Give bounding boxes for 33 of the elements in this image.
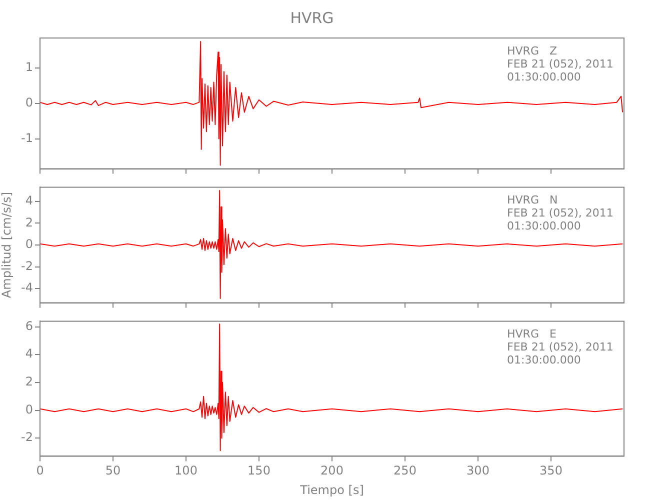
annotation: HVRG N [507,194,558,207]
x-tick-label: 250 [394,464,416,478]
y-tick-label: 1 [25,60,33,74]
annotation: HVRG Z [507,44,558,58]
annotation: 01:30:00.000 [507,354,581,367]
y-tick-label: 0 [25,402,33,416]
y-tick-label: 6 [25,318,33,333]
y-tick-label: -4 [21,280,33,295]
annotation: FEB 21 (052), 2011 [507,57,614,70]
annotation: HVRG E [507,328,556,341]
x-tick-label: 100 [174,464,198,478]
annotation: FEB 21 (052), 2011 [507,340,614,354]
y-tick-label: -2 [21,258,33,273]
y-tick-label: 2 [25,215,33,230]
y-tick-label: 0 [25,96,33,110]
annotation: 01:30:00.000 [507,220,581,233]
y-tick-label: 4 [25,346,33,361]
y-tick-label: -2 [21,430,33,444]
y-axis-title: Amplitud [cm/s/s] [0,192,14,298]
annotation: 01:30:00.000 [507,70,581,84]
x-tick-label: 0 [36,464,44,478]
chart-title: HVRG [290,8,334,27]
x-tick-label: 300 [466,464,490,478]
annotation: FEB 21 (052), 2011 [507,206,614,220]
x-axis-title: Tiempo [s] [299,482,364,497]
y-tick-label: 4 [25,194,33,208]
x-tick-label: 50 [105,464,121,478]
x-tick-label: 350 [540,464,562,478]
y-tick-label: 2 [25,374,33,389]
x-tick-label: 200 [320,464,344,478]
x-tick-label: 150 [248,464,270,478]
y-tick-label: 0 [25,237,33,252]
y-tick-label: -1 [21,130,33,145]
